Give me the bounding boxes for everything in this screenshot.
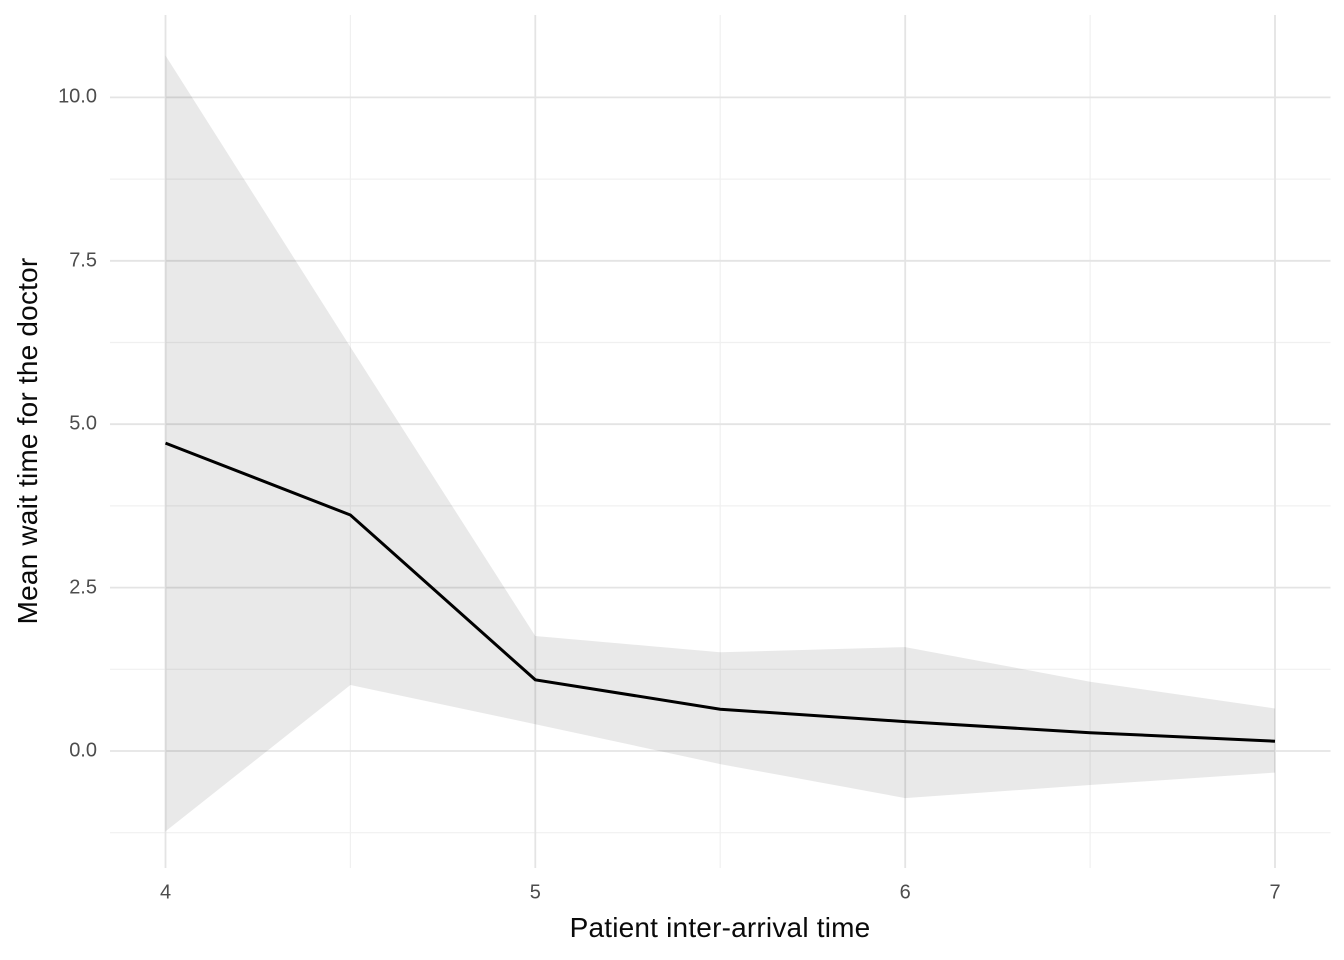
x-tick-label-7: 7 xyxy=(1269,881,1281,904)
x-axis-title: Patient inter-arrival time xyxy=(569,912,871,943)
x-tick-label-4: 4 xyxy=(159,881,172,904)
confidence-ribbon xyxy=(165,55,1275,832)
y-axis-title: Mean wait time for the doctor xyxy=(12,257,43,625)
x-tick-label-6: 6 xyxy=(899,881,911,904)
mean-wait-line xyxy=(164,441,1276,743)
y-tick-label-2.5: 2.5 xyxy=(69,576,97,599)
x-tick-label-5: 5 xyxy=(529,881,541,904)
y-tick-label-10.0: 10.0 xyxy=(58,85,97,108)
y-tick-label-0.0: 0.0 xyxy=(69,739,97,762)
y-tick-label-5.0: 5.0 xyxy=(69,412,97,435)
y-tick-label-7.5: 7.5 xyxy=(69,249,97,272)
